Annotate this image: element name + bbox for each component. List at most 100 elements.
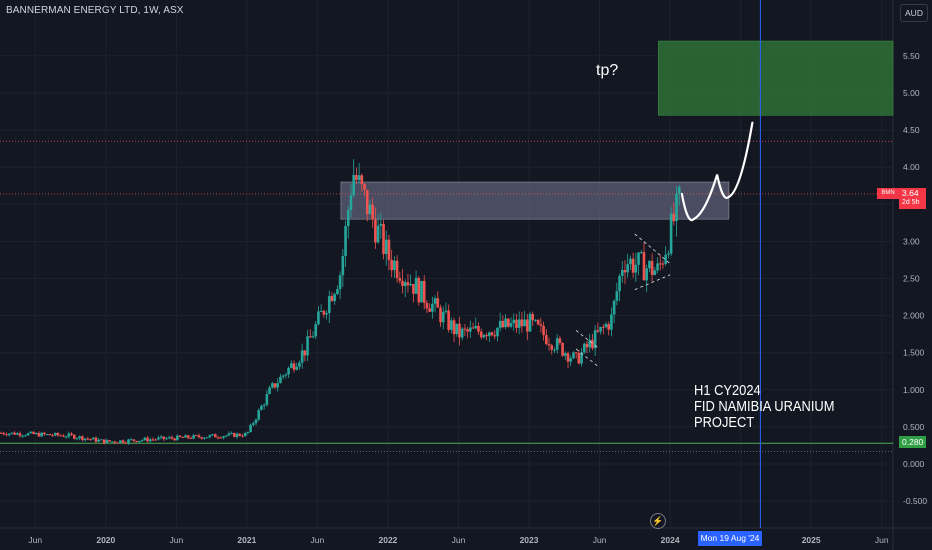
candle-body [368, 204, 372, 215]
candle-body [56, 432, 60, 436]
candle-body [5, 434, 8, 436]
candle-body [189, 437, 193, 439]
candle-body [393, 260, 396, 271]
candle-body [623, 270, 627, 273]
candle-body [382, 223, 385, 255]
note-line-2: FID NAMIBIA URANIUM [694, 398, 835, 415]
candle-body [664, 254, 667, 264]
candle-body [431, 303, 434, 312]
time-tick-label: Jun [28, 535, 42, 545]
candle-body [0, 432, 3, 434]
candle-body [281, 375, 285, 377]
candle-body [75, 438, 79, 440]
candle-body [327, 296, 331, 314]
candle-body [53, 432, 57, 436]
candle-body [412, 284, 415, 294]
candle-body [539, 324, 543, 326]
candle-body [40, 432, 43, 437]
candle-body [260, 405, 263, 411]
candle-body [62, 435, 65, 437]
candle-body [365, 189, 369, 215]
projection-path [680, 121, 754, 222]
candle-body [246, 432, 250, 434]
candle-body [273, 383, 277, 388]
candle-body [352, 174, 355, 196]
candle-body [235, 433, 239, 437]
candle-body [124, 442, 128, 444]
time-tick-label: Jun [452, 535, 466, 545]
candle-body [469, 327, 472, 332]
candle-body [534, 319, 537, 321]
candle-body [520, 319, 524, 327]
candle-body [669, 213, 673, 254]
time-tick-label: 2020 [96, 535, 115, 545]
candle-body [132, 439, 136, 441]
candle-body [490, 332, 494, 336]
candle-body [523, 319, 526, 327]
candle-body [298, 362, 301, 367]
time-axis[interactable]: Jun 2020 Jun 2021 Jun 2022 Jun 2023 Jun 2024 2025 J… [28, 535, 888, 545]
candle-body [441, 311, 445, 323]
time-tick-label: Jun [875, 535, 889, 545]
candle-body [455, 323, 459, 335]
candle-body [59, 435, 62, 437]
wedge-1-lower [575, 348, 600, 368]
candle-body [222, 436, 225, 438]
currency-button[interactable]: AUD [900, 4, 928, 22]
candle-body [336, 289, 339, 295]
candle-body [157, 437, 160, 440]
countdown-value: 2d 5h [902, 199, 920, 206]
candle-body [417, 277, 421, 303]
note-line-1: H1 CY2024 [694, 382, 761, 399]
last-symbol-tag: BMN [877, 188, 899, 199]
candle-body [306, 336, 309, 356]
flash-icon[interactable]: ⚡ [650, 513, 666, 529]
price-tick-label: 0.500 [903, 422, 925, 432]
time-tick-label: 2023 [520, 535, 539, 545]
candle-body [7, 433, 11, 436]
candle-body [629, 258, 632, 265]
candle-body [287, 367, 290, 375]
candle-body [15, 433, 19, 435]
candle-body [574, 352, 578, 354]
candle-body [425, 302, 429, 309]
candle-body [558, 338, 562, 343]
candle-body [34, 433, 38, 435]
candle-body [81, 436, 84, 441]
candle-body [243, 433, 247, 437]
candle-body [488, 332, 491, 337]
candle-body [45, 434, 49, 436]
overlay [575, 0, 761, 528]
candle-body [265, 393, 269, 405]
candle-body [436, 298, 440, 308]
candle-body [357, 175, 361, 181]
candle-body [379, 223, 383, 226]
candle-body [677, 186, 681, 194]
last-price-value: 3.64 [902, 188, 919, 198]
candle-body [224, 435, 228, 437]
price-tick-label: 5.50 [903, 51, 920, 61]
candle-body [577, 352, 581, 364]
time-tick-label: Jun [169, 535, 183, 545]
candle-body [26, 433, 30, 436]
candle-body [485, 335, 488, 337]
candle-body [517, 319, 521, 328]
candle-body [526, 319, 529, 332]
candle-body [588, 339, 592, 348]
candle-body [176, 435, 179, 441]
candle-body [289, 363, 293, 368]
time-tick-label: 2025 [802, 535, 821, 545]
candle-body [154, 439, 157, 441]
candle-body [593, 330, 597, 349]
candle-body [474, 325, 478, 329]
zones [0, 40, 894, 452]
candle-body [580, 352, 583, 364]
candle-body [374, 219, 377, 243]
candle-body [561, 342, 564, 356]
cursor-date-tag: Mon 19 Aug '24 [698, 531, 762, 546]
candle-body [395, 260, 399, 278]
candle-body [319, 310, 323, 312]
candle-body [634, 264, 638, 273]
candle-body [18, 433, 22, 436]
